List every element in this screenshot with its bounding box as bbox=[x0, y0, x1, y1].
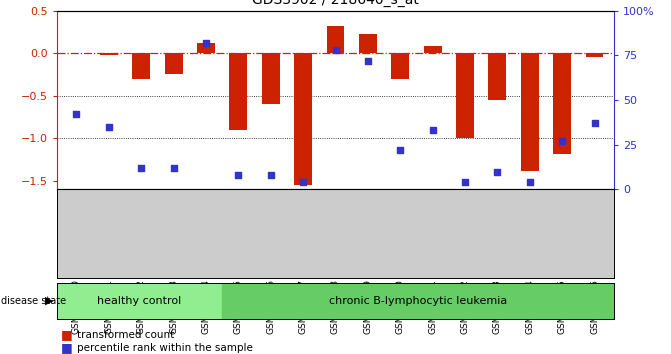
Point bbox=[589, 120, 600, 126]
Text: ▶: ▶ bbox=[45, 296, 53, 306]
Bar bbox=[423, 46, 442, 53]
Point bbox=[103, 124, 114, 130]
Bar bbox=[521, 53, 539, 171]
Bar bbox=[262, 53, 280, 104]
Point bbox=[136, 165, 146, 171]
Bar bbox=[586, 53, 603, 57]
Point bbox=[201, 40, 211, 46]
Bar bbox=[222, 283, 614, 319]
Point bbox=[557, 138, 568, 144]
Bar bbox=[327, 26, 344, 53]
Point bbox=[71, 112, 82, 117]
Title: GDS3902 / 218640_s_at: GDS3902 / 218640_s_at bbox=[252, 0, 419, 7]
Text: ■: ■ bbox=[60, 328, 72, 341]
Point bbox=[492, 169, 503, 174]
Point bbox=[362, 58, 373, 63]
Bar bbox=[197, 43, 215, 53]
Point bbox=[265, 172, 276, 178]
Point bbox=[330, 47, 341, 53]
Bar bbox=[57, 283, 222, 319]
Bar bbox=[132, 53, 150, 79]
Point bbox=[298, 179, 309, 185]
Point bbox=[460, 179, 470, 185]
Point bbox=[525, 179, 535, 185]
Point bbox=[427, 127, 438, 133]
Text: healthy control: healthy control bbox=[97, 296, 182, 306]
Bar bbox=[456, 53, 474, 138]
Bar bbox=[488, 53, 507, 100]
Point bbox=[395, 147, 406, 153]
Bar bbox=[100, 53, 117, 55]
Text: transformed count: transformed count bbox=[77, 330, 174, 339]
Bar bbox=[164, 53, 183, 74]
Bar bbox=[391, 53, 409, 79]
Text: percentile rank within the sample: percentile rank within the sample bbox=[77, 343, 253, 353]
Point bbox=[233, 172, 244, 178]
Bar bbox=[359, 34, 377, 53]
Text: ■: ■ bbox=[60, 341, 72, 354]
Text: disease state: disease state bbox=[1, 296, 66, 306]
Text: chronic B-lymphocytic leukemia: chronic B-lymphocytic leukemia bbox=[329, 296, 507, 306]
Point bbox=[168, 165, 179, 171]
Bar bbox=[229, 53, 248, 130]
Bar bbox=[554, 53, 571, 154]
Bar bbox=[294, 53, 312, 185]
